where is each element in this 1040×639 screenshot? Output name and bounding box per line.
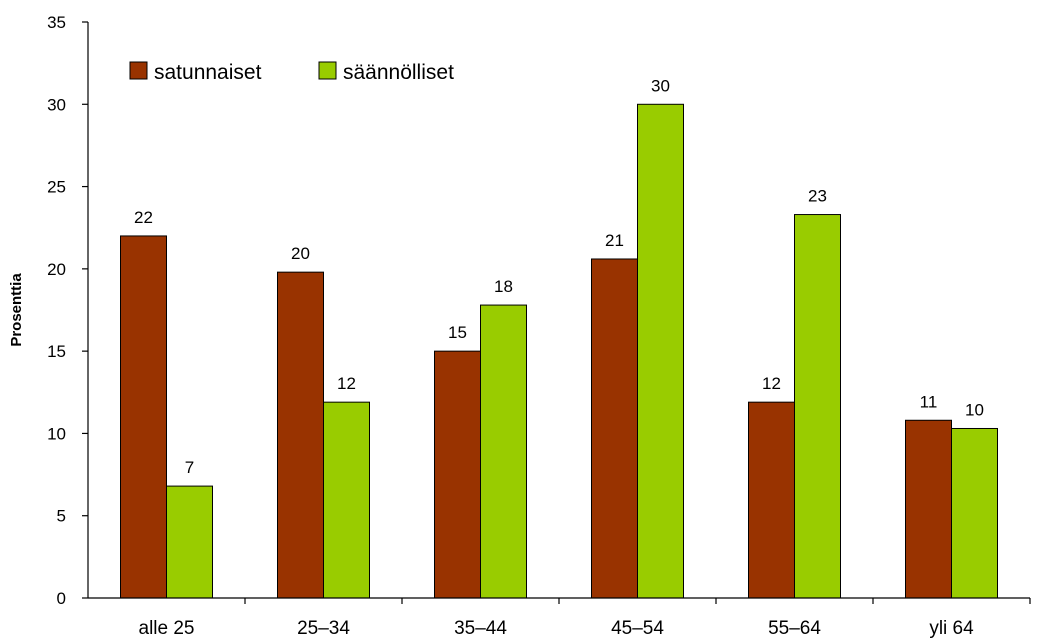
data-label-satunnaiset-2: 20: [291, 244, 310, 263]
bar-s-nn-lliset-1: [166, 485, 213, 599]
x-tick-label: 35–44: [454, 618, 507, 639]
legend-label-satunnaiset: satunnaiset: [154, 61, 262, 84]
y-tick-label: 30: [47, 95, 66, 114]
x-tick-label: 55–64: [768, 618, 821, 639]
data-label-s-nn-lliset-4: 30: [651, 76, 670, 95]
bar-satunnaiset-1: [120, 235, 167, 599]
bars: [120, 103, 998, 599]
y-tick-label: 5: [57, 507, 66, 526]
data-label-s-nn-lliset-3: 18: [494, 277, 513, 296]
bar-satunnaiset-5: [748, 401, 795, 599]
data-label-s-nn-lliset-6: 10: [965, 400, 984, 419]
data-label-satunnaiset-4: 21: [605, 231, 624, 250]
bar-s-nn-lliset-3: [480, 304, 527, 599]
y-tick-label: 15: [47, 342, 66, 361]
data-label-satunnaiset-6: 11: [920, 392, 938, 411]
x-tick-label: 45–54: [611, 618, 664, 639]
x-tick-label: alle 25: [139, 618, 195, 639]
data-label-satunnaiset-3: 15: [448, 323, 467, 342]
x-axis-labels: alle 25 25–34 35–44 45–54 55–64 yli 64: [139, 598, 1031, 639]
bar-satunnaiset-4: [591, 258, 638, 599]
bar-satunnaiset-6: [905, 419, 952, 599]
y-axis-label: Prosenttia: [8, 273, 25, 347]
data-label-s-nn-lliset-5: 23: [808, 187, 827, 206]
y-tick-label: 25: [47, 178, 66, 197]
bar-satunnaiset-3: [434, 350, 481, 599]
data-label-satunnaiset-1: 22: [134, 208, 153, 227]
data-label-s-nn-lliset-2: 12: [337, 374, 356, 393]
data-label-s-nn-lliset-1: 7: [185, 458, 194, 477]
legend: satunnaiset säännölliset: [129, 61, 454, 84]
bar-satunnaiset-2: [277, 271, 324, 599]
legend-swatch-satunnaiset: [129, 61, 148, 80]
y-tick-label: 20: [47, 260, 66, 279]
legend-swatch-saannolliset: [318, 61, 337, 80]
y-tick-label: 0: [57, 589, 66, 608]
x-tick-label: yli 64: [929, 618, 974, 639]
y-tick-label: 10: [47, 424, 66, 443]
legend-label-saannolliset: säännölliset: [343, 61, 454, 84]
y-axis-ticks: 0 5 10 15 20 25 30 35: [47, 13, 88, 608]
y-tick-label: 35: [47, 13, 66, 32]
data-labels: 22 7 20 12 15 18 21 30 12 23 11 10: [134, 76, 984, 477]
bar-s-nn-lliset-4: [637, 103, 684, 599]
x-tick-label: 25–34: [297, 618, 350, 639]
bar-s-nn-lliset-5: [794, 214, 841, 599]
data-label-satunnaiset-5: 12: [762, 374, 781, 393]
bar-s-nn-lliset-2: [323, 401, 370, 599]
bar-s-nn-lliset-6: [951, 427, 998, 599]
